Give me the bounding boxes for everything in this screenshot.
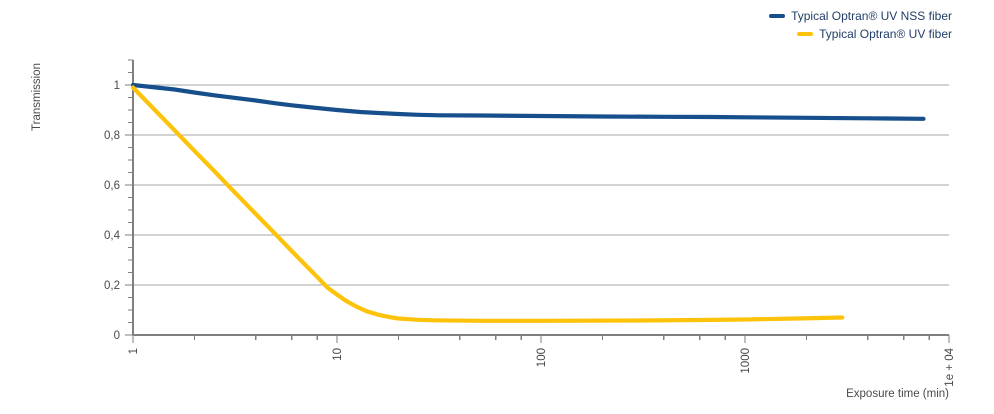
x-tick-label: 1e + 04 [944, 347, 956, 386]
y-tick-label: 0,6 [104, 180, 120, 192]
y-axis-title: Transmission [31, 63, 43, 131]
legend: Typical Optran® UV NSS fiber Typical Opt… [769, 9, 952, 41]
legend-label-uv-nss-fiber: Typical Optran® UV NSS fiber [791, 9, 952, 23]
x-tick-label: 10 [332, 348, 344, 361]
legend-item-uv-nss-fiber: Typical Optran® UV NSS fiber [769, 9, 952, 23]
legend-label-uv-fiber: Typical Optran® UV fiber [819, 27, 952, 41]
y-tick-label: 1 [114, 80, 120, 92]
legend-swatch-uv-fiber-icon [797, 32, 814, 36]
legend-item-uv-fiber: Typical Optran® UV fiber [797, 27, 952, 41]
x-tick-label: 100 [536, 348, 548, 367]
y-tick-label: 0,8 [104, 130, 120, 142]
series-line-uv-nss-fiber [130, 82, 926, 121]
x-tick-label: 1000 [740, 348, 752, 374]
legend-swatch-uv-nss-fiber-icon [769, 14, 786, 18]
y-tick-label: 0,2 [104, 280, 120, 292]
x-axis-title: Exposure time (min) [846, 388, 949, 400]
y-tick-label: 0,4 [104, 230, 121, 242]
series-line-uv-fiber [130, 85, 845, 323]
y-tick-label: 0 [114, 330, 120, 342]
x-tick-label: 1 [128, 348, 140, 354]
